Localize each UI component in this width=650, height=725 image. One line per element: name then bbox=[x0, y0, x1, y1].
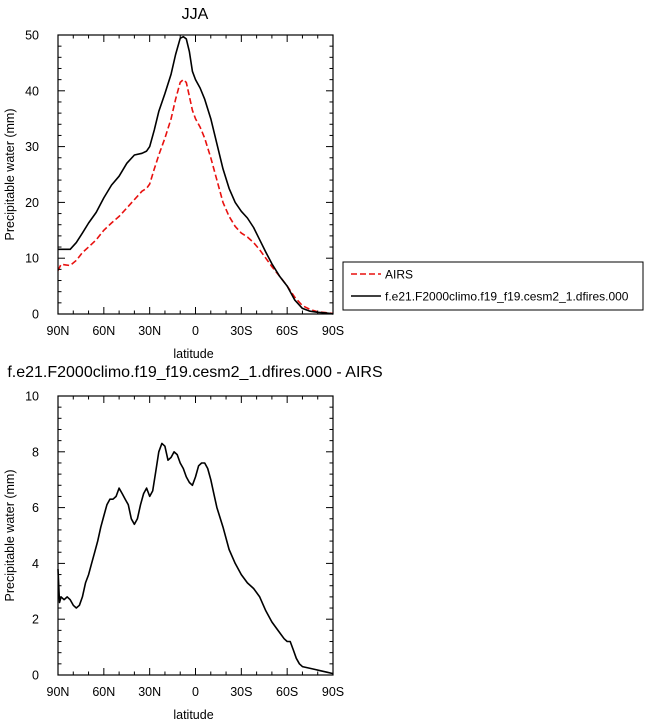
y-tick-label: 8 bbox=[32, 445, 39, 459]
x-tick-label: 90S bbox=[322, 324, 344, 338]
y-tick-label: 20 bbox=[25, 196, 39, 210]
y-tick-label: 6 bbox=[32, 501, 39, 515]
chart-title: JJA bbox=[182, 6, 209, 23]
legend: AIRS f.e21.F2000climo.f19_f19.cesm2_1.dfi… bbox=[342, 261, 644, 311]
x-tick-label: 60N bbox=[92, 324, 115, 338]
plot-frame bbox=[57, 34, 334, 315]
series-line-1 bbox=[57, 442, 334, 675]
y-tick-label: 0 bbox=[32, 308, 39, 322]
y-tick-label: 10 bbox=[25, 252, 39, 266]
chart-title: f.e21.F2000climo.f19_f19.cesm2_1.dfires.… bbox=[7, 364, 382, 381]
legend-box bbox=[342, 261, 644, 311]
x-tick-label: 0 bbox=[192, 324, 199, 338]
x-tick-label: 60S bbox=[276, 324, 298, 338]
y-axis-label: Precipitable water (mm) bbox=[3, 470, 17, 602]
chart-1: JJA 90N 60N 30N 0 30S 60S 90S 0 10 20 30 40 50 latitud… bbox=[3, 6, 644, 361]
legend-label-2: f.e21.F2000climo.f19_f19.cesm2_1.dfires.… bbox=[385, 290, 629, 304]
x-tick-label: 30N bbox=[138, 324, 161, 338]
x-axis-label: latitude bbox=[173, 708, 213, 722]
legend-label-1: AIRS bbox=[385, 268, 413, 282]
y-tick-label: 40 bbox=[25, 84, 39, 98]
x-axis-label: latitude bbox=[173, 347, 213, 361]
series-line-1 bbox=[57, 78, 334, 315]
x-tick-label: 60N bbox=[92, 685, 115, 699]
y-tick-label: 4 bbox=[32, 557, 39, 571]
x-tick-label: 90N bbox=[47, 685, 70, 699]
chart-2: f.e21.F2000climo.f19_f19.cesm2_1.dfires.… bbox=[3, 364, 383, 722]
x-tick-label: 90N bbox=[47, 324, 70, 338]
y-tick-label: 10 bbox=[25, 390, 39, 404]
x-tick-label: 30S bbox=[230, 324, 252, 338]
x-tick-label: 30N bbox=[138, 685, 161, 699]
x-tick-label: 0 bbox=[192, 685, 199, 699]
series-line-2 bbox=[58, 35, 334, 315]
y-axis-label: Precipitable water (mm) bbox=[3, 109, 17, 241]
y-tick-label: 0 bbox=[32, 669, 39, 683]
y-tick-label: 2 bbox=[32, 613, 39, 627]
y-tick-label: 30 bbox=[25, 140, 39, 154]
x-tick-label: 30S bbox=[230, 685, 252, 699]
x-tick-label: 90S bbox=[322, 685, 344, 699]
x-tick-label: 60S bbox=[276, 685, 298, 699]
y-tick-label: 50 bbox=[25, 29, 39, 43]
